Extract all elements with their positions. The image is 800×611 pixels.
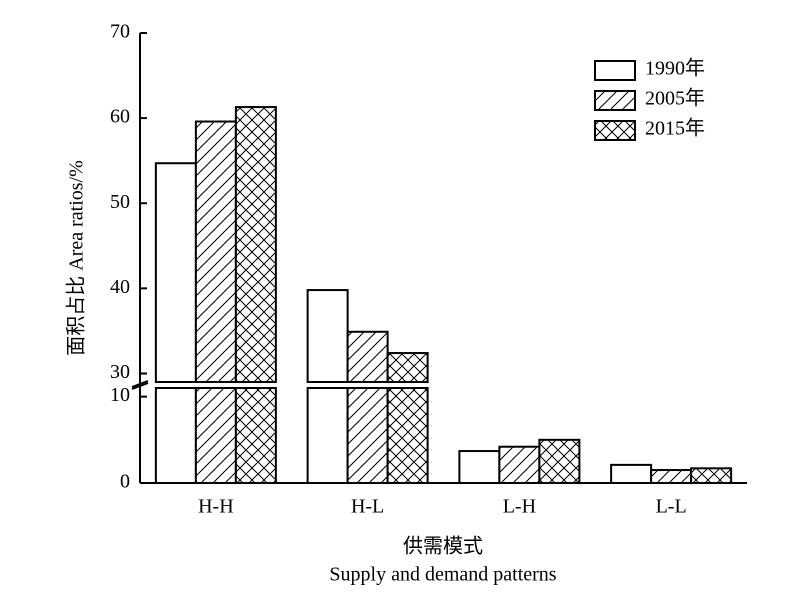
bar <box>610 463 653 485</box>
bar-lower-part <box>386 387 429 484</box>
bar <box>234 106 277 384</box>
axis-break <box>131 382 149 390</box>
bar <box>690 467 733 484</box>
x-tick-label: H-L <box>351 496 384 518</box>
x-axis-label: 供需模式 <box>403 535 483 558</box>
x-tick-label: H-H <box>198 496 234 518</box>
legend-label: 1990年 <box>645 57 705 80</box>
bar <box>306 289 349 384</box>
y-tick-label: 30 <box>110 361 130 383</box>
y-tick-label: 50 <box>110 191 130 213</box>
x-tick-label: L-H <box>503 496 536 518</box>
legend-swatch <box>594 120 636 141</box>
x-axis-label-en: Supply and demand patterns <box>329 564 556 586</box>
bar <box>498 445 541 484</box>
y-tick-label: 10 <box>110 384 130 406</box>
bar <box>194 120 237 384</box>
y-tick-label: 40 <box>110 276 130 298</box>
y-tick-label: 70 <box>110 21 130 43</box>
bar <box>386 352 429 383</box>
bar <box>154 162 197 383</box>
bar-lower-part <box>306 387 349 484</box>
bar-lower-part <box>346 387 389 484</box>
bar-lower-part <box>194 387 237 484</box>
bar <box>346 330 389 383</box>
bar-lower-part <box>154 387 197 484</box>
y-tick-label: 0 <box>120 471 130 493</box>
legend-label: 2005年 <box>645 87 705 110</box>
axis-break <box>131 380 149 388</box>
y-axis-label: 面积占比 Area ratios/% <box>65 160 88 356</box>
legend-label: 2015年 <box>645 117 705 140</box>
legend-swatch <box>594 90 636 111</box>
bar <box>538 438 581 484</box>
legend-swatch <box>594 60 636 81</box>
x-tick-label: L-L <box>656 496 687 518</box>
bar <box>458 450 501 484</box>
bar <box>650 469 693 484</box>
y-tick-label: 60 <box>110 106 130 128</box>
bar-lower-part <box>234 387 277 484</box>
